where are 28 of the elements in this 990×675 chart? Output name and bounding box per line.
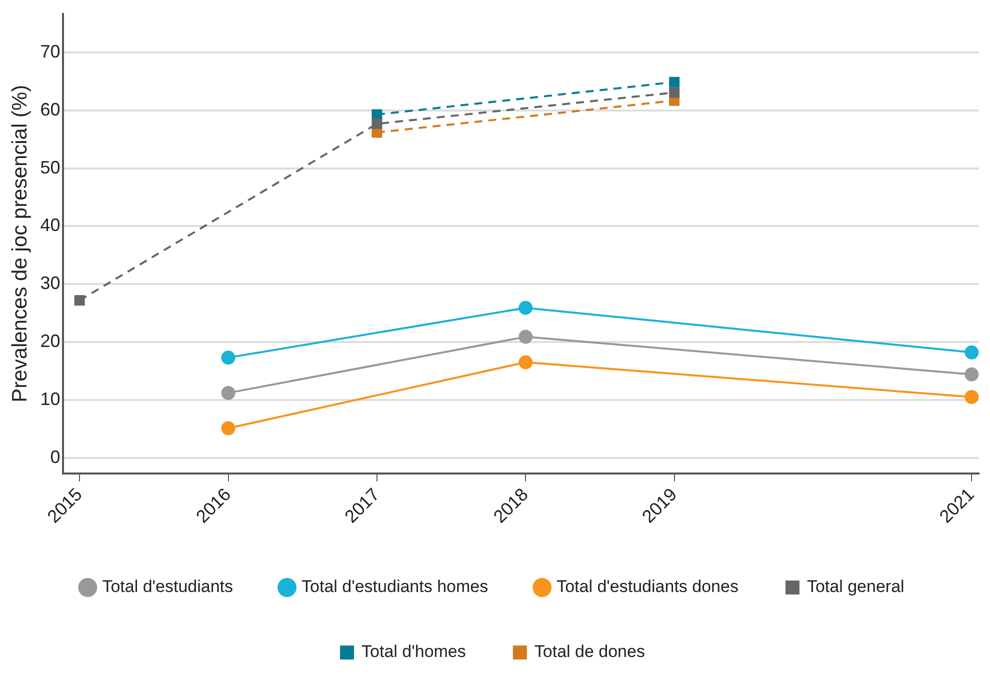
point — [964, 390, 979, 404]
y-tick-label: 50 — [40, 157, 60, 178]
point — [372, 118, 382, 130]
legend-label: Total general — [806, 577, 904, 596]
legend-label: Total d'estudiants homes — [302, 577, 488, 596]
point — [74, 295, 85, 306]
point — [518, 330, 533, 344]
point — [669, 76, 680, 88]
point — [669, 87, 680, 98]
legend-label: Total d'estudiants — [102, 577, 234, 596]
y-tick-label: 40 — [40, 215, 60, 236]
y-tick-label: 20 — [40, 330, 60, 351]
point — [518, 300, 533, 315]
point — [221, 350, 236, 365]
point — [221, 386, 236, 400]
point — [518, 355, 533, 370]
legend-label: Total de dones — [534, 642, 645, 662]
y-tick-label: 60 — [40, 99, 60, 120]
point — [221, 421, 236, 436]
point — [964, 345, 979, 360]
point — [964, 367, 979, 382]
y-tick-label: 70 — [40, 42, 60, 62]
y-tick-label: 10 — [40, 388, 60, 409]
y-tick-label: 0 — [50, 446, 60, 467]
legend-label: Total d'homes — [362, 642, 466, 662]
y-tick-label: 30 — [40, 273, 60, 294]
legend-label: Total d'estudiants dones — [556, 577, 738, 596]
y-axis-title: Prevalences de joc presencial (%) — [8, 84, 32, 402]
